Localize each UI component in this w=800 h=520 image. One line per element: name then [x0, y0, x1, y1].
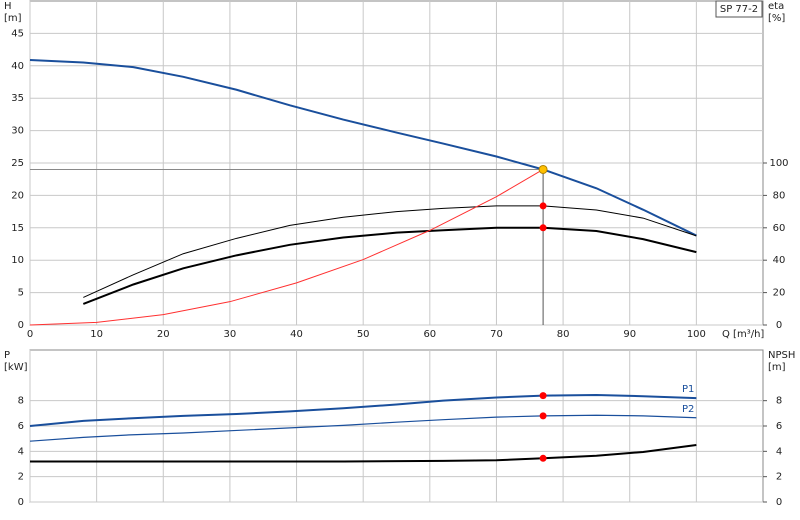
curve [29, 58, 697, 237]
y2-tick-label: 100 [769, 158, 788, 169]
operating-dot [539, 202, 547, 210]
y-tick-label: 0 [18, 320, 24, 331]
y-axis-label: [m] [4, 13, 22, 24]
curve [30, 444, 697, 463]
y-tick-label: 20 [11, 190, 24, 201]
series-label: P2 [682, 404, 694, 415]
operating-dot [539, 454, 547, 462]
y2-tick-label: 80 [773, 190, 786, 201]
y-axis-label: [kW] [4, 362, 28, 373]
y-axis-label: P [4, 350, 10, 361]
x-tick-label: 90 [623, 329, 636, 340]
y2-axis-label: [%] [768, 13, 785, 24]
y2-tick-label: 0 [776, 320, 782, 331]
x-tick-label: 100 [687, 329, 706, 340]
y-tick-label: 35 [11, 93, 24, 104]
y-tick-label: 25 [11, 158, 24, 169]
y2-tick-label: 60 [773, 223, 786, 234]
y2-tick-label: 40 [773, 255, 786, 266]
y2-tick-label: 4 [776, 446, 782, 457]
curve [29, 393, 697, 427]
y-tick-label: 4 [18, 446, 24, 457]
y-tick-label: 5 [18, 288, 24, 299]
series-label: P1 [682, 384, 694, 395]
y2-tick-label: 8 [776, 396, 782, 407]
x-tick-label: 10 [90, 329, 103, 340]
x-tick-label: 40 [290, 329, 303, 340]
y2-axis-label: eta [768, 1, 784, 12]
chart-title: SP 77-2 [720, 4, 758, 15]
curve [82, 226, 697, 305]
x-tick-label: 50 [357, 329, 370, 340]
x-axis-label: Q [m³/h] [722, 329, 764, 340]
curve [83, 205, 697, 298]
y-tick-label: 8 [18, 396, 24, 407]
x-tick-label: 30 [224, 329, 237, 340]
x-tick-label: 60 [423, 329, 436, 340]
y-tick-label: 40 [11, 61, 24, 72]
y-tick-label: 2 [18, 472, 24, 483]
x-tick-label: 20 [157, 329, 170, 340]
x-tick-label: 70 [490, 329, 503, 340]
y-tick-label: 0 [18, 497, 24, 508]
y-tick-label: 6 [18, 421, 24, 432]
operating-dot [539, 412, 547, 420]
y-tick-label: 15 [11, 223, 24, 234]
y2-axis-label: [m] [768, 362, 786, 373]
title-box [715, 0, 763, 18]
curve [29, 414, 697, 442]
y2-tick-label: 0 [776, 497, 782, 508]
curve [29, 169, 544, 326]
y2-tick-label: 2 [776, 472, 782, 483]
y-tick-label: 45 [11, 28, 24, 39]
operating-point [538, 164, 548, 174]
y2-tick-label: 20 [773, 288, 786, 299]
y-axis-label: H [4, 1, 12, 12]
y2-tick-label: 6 [776, 421, 782, 432]
x-tick-label: 0 [27, 329, 33, 340]
operating-dot [539, 392, 547, 400]
x-tick-label: 80 [557, 329, 570, 340]
y-tick-label: 30 [11, 126, 24, 137]
y2-axis-label: NPSH [768, 350, 795, 361]
y-tick-label: 10 [11, 255, 24, 266]
operating-dot [539, 224, 547, 232]
